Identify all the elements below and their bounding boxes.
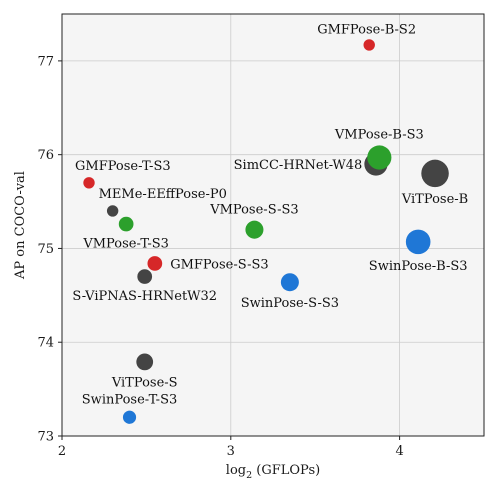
point-label: GMFPose-T-S3 [75, 159, 171, 174]
data-point [147, 256, 163, 271]
data-point [118, 216, 134, 232]
y-tick-label: 77 [37, 54, 54, 69]
data-point [367, 145, 392, 170]
data-point [245, 220, 264, 239]
y-tick-label: 73 [37, 430, 54, 445]
point-label: SwinPose-B-S3 [369, 259, 468, 274]
data-point [136, 353, 154, 371]
data-point [106, 205, 119, 217]
point-label: GMFPose-B-S2 [317, 22, 416, 37]
x-axis-label-prefix: log [226, 463, 246, 478]
point-label: SimCC-HRNet-W48 [234, 158, 363, 173]
x-tick-label: 4 [395, 444, 403, 459]
data-point [421, 159, 449, 188]
point-label: VMPose-T-S3 [82, 236, 169, 251]
y-tick-label: 75 [37, 242, 54, 257]
point-label: MEMe-EEffPose-P0 [99, 187, 227, 202]
y-axis-label: AP on COCO-val [13, 171, 28, 280]
point-label: SwinPose-S-S3 [241, 296, 339, 311]
y-tick-label: 76 [37, 148, 54, 163]
data-point [363, 39, 375, 51]
x-tick-label: 2 [58, 444, 66, 459]
data-point [280, 273, 299, 292]
point-label: VMPose-B-S3 [334, 127, 424, 142]
point-label: ViTPose-S [111, 375, 178, 390]
point-label: ViTPose-B [401, 192, 468, 207]
x-tick-label: 3 [227, 444, 235, 459]
data-point [405, 229, 431, 255]
x-axis-label-subscript: 2 [246, 470, 252, 481]
point-label: VMPose-S-S3 [209, 203, 298, 218]
point-labels: GMFPose-B-S2 VMPose-B-S3 SimCC-HRNet-W48 Vi… [72, 22, 468, 407]
point-label: SwinPose-T-S3 [82, 393, 177, 408]
x-axis-label: log2 (GFLOPs) [226, 463, 320, 481]
axis-ticks: 2 3 4 73 74 75 76 77 [37, 54, 403, 459]
data-points [83, 39, 449, 424]
data-point [122, 410, 137, 424]
point-label: S-ViPNAS-HRNetW32 [72, 289, 217, 304]
data-point [137, 269, 153, 284]
y-tick-label: 74 [37, 336, 54, 351]
x-axis-label-suffix: (GFLOPs) [252, 463, 320, 478]
data-point [83, 177, 95, 189]
point-label: GMFPose-S-S3 [170, 257, 268, 272]
plot-frame [61, 13, 485, 437]
